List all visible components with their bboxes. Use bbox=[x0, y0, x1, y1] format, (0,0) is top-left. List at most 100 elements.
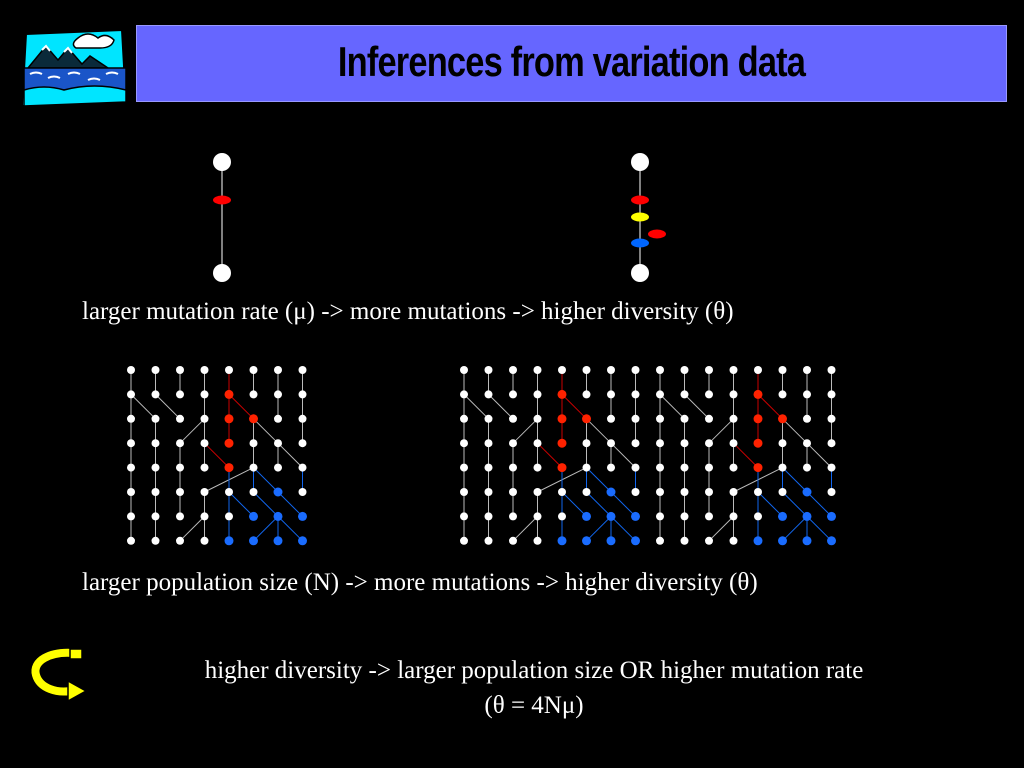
genealogy-node bbox=[298, 511, 307, 521]
genealogy-node bbox=[680, 536, 689, 545]
genealogy-node bbox=[827, 439, 836, 448]
genealogy-node bbox=[705, 512, 713, 521]
lineage-top-node bbox=[213, 153, 231, 171]
genealogy-node bbox=[827, 414, 836, 423]
genealogy-node bbox=[274, 463, 282, 472]
genealogy-node bbox=[249, 414, 258, 424]
genealogy-node bbox=[656, 463, 664, 472]
genealogy-node bbox=[224, 536, 234, 546]
genealogy-node bbox=[557, 438, 567, 448]
lineage-bottom-node bbox=[631, 264, 649, 282]
genealogy-node bbox=[631, 414, 640, 423]
genealogy-node bbox=[827, 366, 836, 374]
genealogy-node bbox=[176, 463, 184, 472]
genealogy-node bbox=[656, 488, 664, 496]
genealogy-node bbox=[558, 488, 566, 496]
genealogy-node bbox=[607, 366, 615, 374]
genealogy-node bbox=[656, 390, 664, 399]
genealogy-node bbox=[753, 438, 763, 448]
genealogy-node bbox=[176, 488, 184, 496]
genealogy-node bbox=[200, 390, 209, 399]
genealogy-node bbox=[680, 488, 689, 496]
genealogy-node bbox=[827, 536, 836, 546]
genealogy-node bbox=[729, 439, 738, 448]
genealogy-node bbox=[582, 488, 591, 496]
genealogy-block bbox=[460, 366, 640, 546]
genealogy-node bbox=[509, 366, 517, 374]
genealogy-node bbox=[631, 488, 640, 496]
genealogy-node bbox=[484, 536, 493, 545]
genealogy-node bbox=[803, 390, 811, 399]
genealogy-node bbox=[680, 512, 689, 521]
genealogy-node bbox=[606, 536, 616, 546]
genealogy-node bbox=[298, 536, 307, 546]
genealogy-node bbox=[631, 511, 640, 521]
genealogy-node bbox=[606, 511, 616, 521]
single-mutation-lineage bbox=[213, 153, 231, 282]
genealogy-node bbox=[249, 511, 258, 521]
genealogy-node bbox=[753, 389, 763, 399]
genealogy-node bbox=[533, 390, 542, 399]
multiple-mutation-lineage bbox=[631, 153, 666, 282]
lineage-top-node bbox=[631, 153, 649, 171]
genealogy-node bbox=[224, 463, 234, 473]
genealogy-node bbox=[582, 463, 591, 472]
genealogy-node bbox=[533, 414, 542, 423]
genealogy-node bbox=[558, 512, 566, 521]
genealogy-node bbox=[249, 463, 258, 472]
genealogy-node bbox=[607, 414, 615, 423]
genealogy-node bbox=[557, 389, 567, 399]
genealogy-node bbox=[200, 536, 209, 545]
genealogy-node bbox=[298, 390, 307, 399]
genealogy-node bbox=[225, 512, 233, 521]
genealogy-node bbox=[484, 414, 493, 423]
genealogy-node bbox=[274, 439, 282, 448]
landscape-logo-icon bbox=[20, 28, 128, 108]
genealogy-node bbox=[298, 488, 307, 496]
genealogy-node bbox=[802, 511, 812, 521]
genealogy-diagrams bbox=[127, 366, 836, 546]
genealogy-node bbox=[557, 536, 567, 546]
genealogy-node bbox=[631, 390, 640, 399]
genealogy-node bbox=[607, 390, 615, 399]
genealogy-node bbox=[509, 463, 517, 472]
genealogy-node bbox=[273, 536, 283, 546]
genealogy-node bbox=[484, 488, 493, 496]
genealogy-node bbox=[298, 366, 307, 374]
genealogy-node bbox=[127, 366, 135, 374]
genealogy-node bbox=[460, 536, 468, 545]
genealogy-node bbox=[606, 487, 616, 497]
genealogy-node bbox=[273, 511, 283, 521]
genealogy-node bbox=[176, 390, 184, 399]
genealogy-node bbox=[176, 512, 184, 521]
genealogy-node bbox=[705, 536, 713, 545]
genealogy-node bbox=[778, 488, 787, 496]
genealogy-node bbox=[558, 366, 566, 374]
genealogy-node bbox=[631, 536, 640, 546]
genealogy-node bbox=[274, 414, 282, 423]
genealogy-node bbox=[705, 366, 713, 374]
genealogy-node bbox=[680, 439, 689, 448]
genealogy-node bbox=[778, 439, 787, 448]
genealogy-node bbox=[803, 439, 811, 448]
genealogy-node bbox=[533, 366, 542, 374]
conclusion-statement: higher diversity -> larger population si… bbox=[204, 657, 864, 684]
genealogy-node bbox=[127, 536, 135, 545]
genealogy-node bbox=[484, 439, 493, 448]
genealogy-node bbox=[656, 414, 664, 423]
genealogy-node bbox=[582, 511, 591, 521]
genealogy-node bbox=[509, 536, 517, 545]
lineage-bottom-node bbox=[213, 264, 231, 282]
genealogy-node bbox=[729, 390, 738, 399]
genealogy-node bbox=[607, 463, 615, 472]
genealogy-node bbox=[778, 390, 787, 399]
genealogy-node bbox=[557, 463, 567, 473]
genealogy-node bbox=[460, 366, 468, 374]
genealogy-node bbox=[274, 366, 282, 374]
genealogy-node bbox=[778, 463, 787, 472]
genealogy-node bbox=[827, 390, 836, 399]
genealogy-node bbox=[705, 390, 713, 399]
genealogy-node bbox=[176, 536, 184, 545]
genealogy-node bbox=[200, 488, 209, 496]
